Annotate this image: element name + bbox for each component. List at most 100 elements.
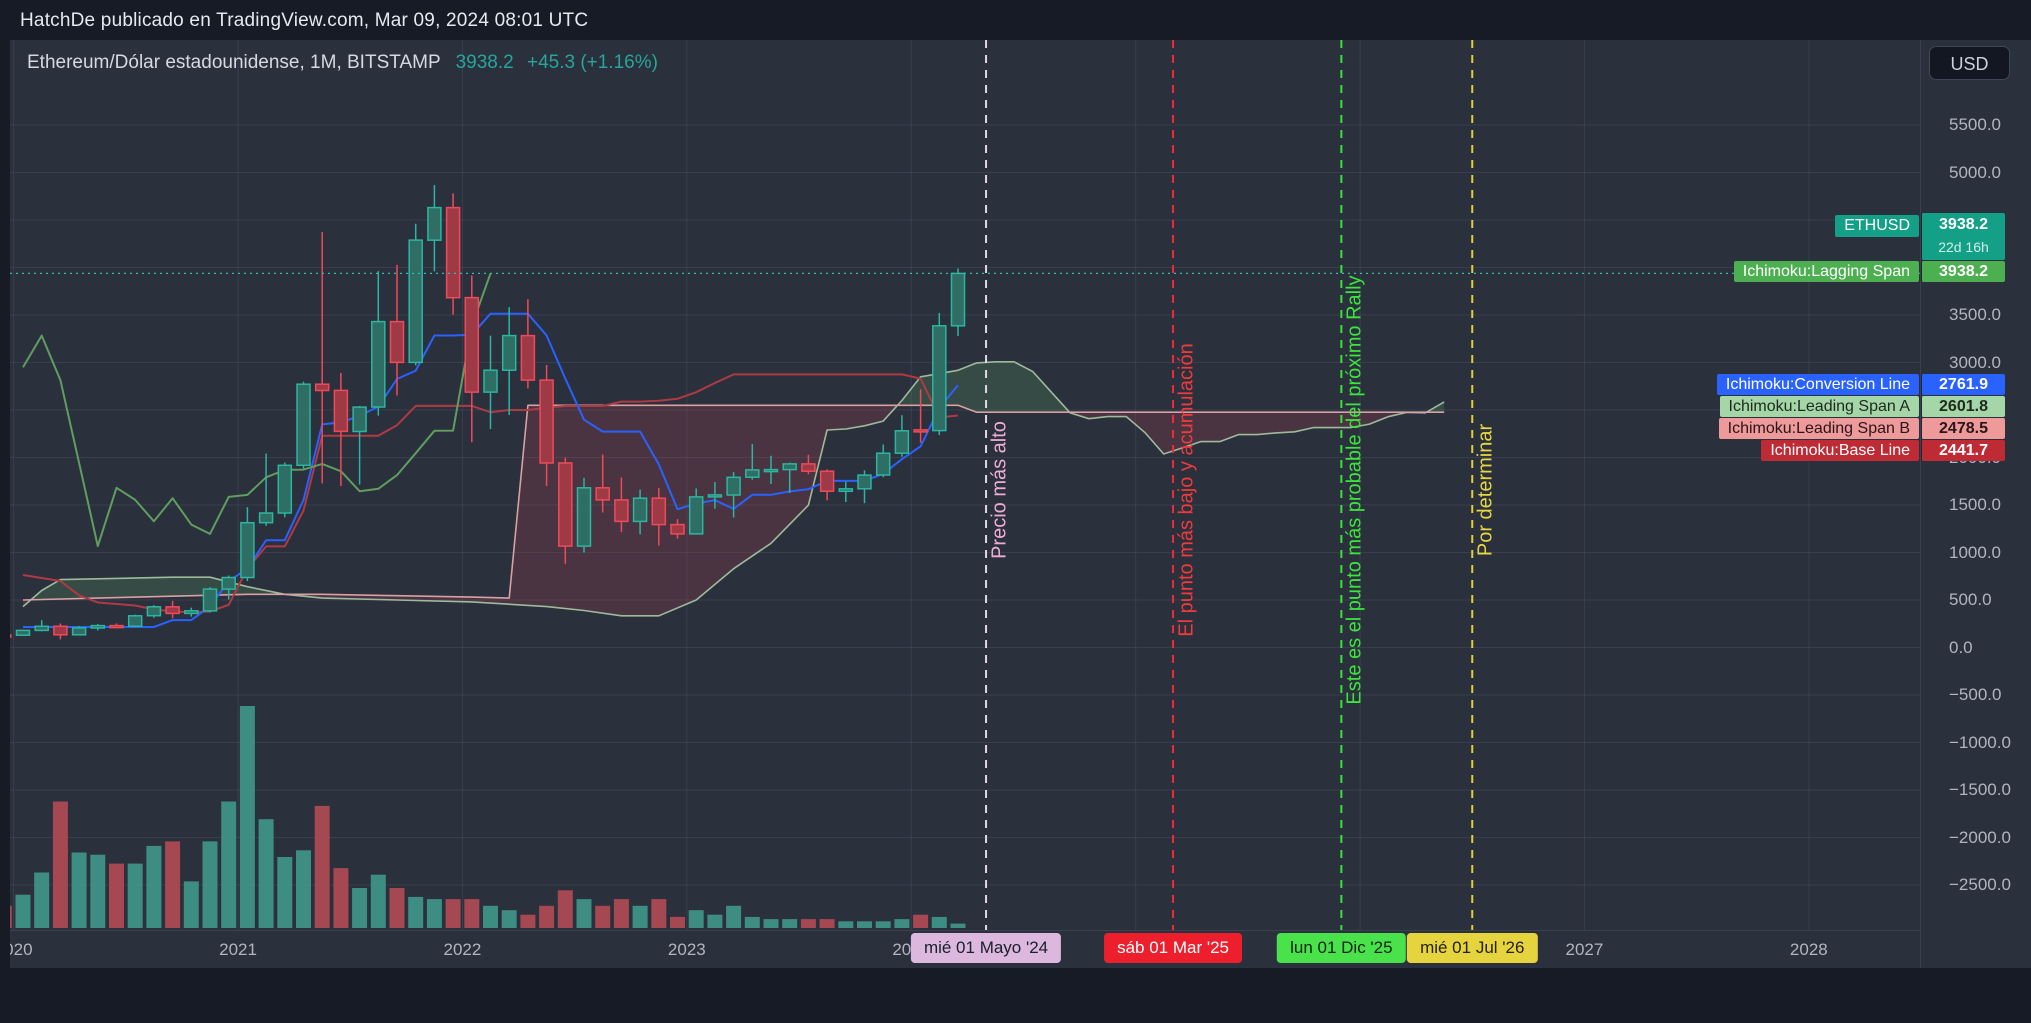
- candle-body: [857, 474, 872, 490]
- candle-body: [10, 634, 12, 638]
- year-tick-label: 2028: [1789, 940, 1828, 959]
- candle-body: [184, 610, 199, 615]
- year-tick-label: 2022: [443, 940, 482, 959]
- volume-bar: [576, 899, 592, 928]
- candle-body: [651, 497, 667, 526]
- volume-bar: [370, 874, 386, 928]
- volume-bar: [875, 921, 891, 928]
- candle-body: [258, 512, 274, 524]
- volume-bar: [483, 905, 498, 928]
- volume-bar: [632, 905, 648, 928]
- left-margin: [0, 40, 10, 968]
- volume-bar: [557, 890, 573, 928]
- price-tick-label: −1500.0: [1949, 780, 2011, 799]
- candle-body: [913, 429, 928, 433]
- candle-body: [632, 497, 648, 523]
- candle-body: [501, 334, 517, 371]
- candle-body: [539, 379, 554, 464]
- candle-body: [53, 625, 68, 636]
- candle-body: [707, 494, 723, 498]
- candle-body: [277, 464, 293, 514]
- candle-body: [520, 334, 536, 381]
- event-date-box[interactable]: mié 01 Jul '26: [1407, 933, 1538, 963]
- price-tick-label: 4500.0: [1949, 210, 2001, 229]
- volume-bar: [314, 805, 330, 928]
- symbol-name[interactable]: Ethereum/Dólar estadounidense, 1M, BITST…: [27, 52, 441, 73]
- price-tick-label: 2500.0: [1949, 400, 2001, 419]
- candle-body: [483, 369, 498, 393]
- candle-body: [950, 272, 966, 327]
- event-date-box[interactable]: lun 01 Dic '25: [1277, 933, 1406, 963]
- last-price: 3938.2: [455, 52, 514, 73]
- candle-body: [427, 206, 442, 241]
- volume-bar: [52, 801, 68, 928]
- price-tick-label: 5000.0: [1949, 162, 2001, 182]
- volume-bar: [90, 854, 106, 928]
- event-annotation: El punto más bajo y acumulación: [1175, 343, 1197, 637]
- volume-bar: [501, 910, 517, 928]
- price-tick-label: 0.0: [1949, 637, 1973, 657]
- symbol-title[interactable]: Ethereum/Dólar estadounidense, 1M, BITST…: [27, 52, 658, 74]
- candle-body: [221, 576, 236, 590]
- event-annotation: Por determinar: [1475, 424, 1497, 557]
- candle-body: [558, 462, 573, 547]
- currency-toggle-button[interactable]: USD: [1929, 46, 2010, 80]
- volume-bar: [408, 896, 424, 928]
- volume-bar: [109, 863, 124, 928]
- volume-bar: [800, 919, 816, 928]
- candle-body: [745, 469, 760, 478]
- candle-body: [932, 325, 947, 432]
- leading-span-b-line: [22, 404, 1445, 601]
- volume-bar: [277, 857, 293, 928]
- candle-body: [202, 588, 218, 612]
- price-change: +45.3 (+1.16%): [526, 52, 658, 73]
- time-axis[interactable]: 202020212022202320242025202620272028mié …: [10, 930, 1920, 969]
- year-tick-label: 2021: [219, 940, 257, 959]
- event-annotation: Precio más alto: [988, 421, 1010, 559]
- candle-body: [894, 430, 910, 454]
- conversion-line: [23, 312, 959, 628]
- candle-body: [146, 606, 162, 617]
- candle-body: [34, 625, 49, 632]
- event-annotation: Este es el punto más probable del próxim…: [1344, 275, 1366, 704]
- candle-body: [352, 406, 367, 433]
- volume-bar: [10, 905, 12, 928]
- price-tick-label: −2500.0: [1949, 875, 2011, 894]
- volume-bar: [763, 919, 779, 928]
- volume-bar: [782, 919, 798, 928]
- leading-span-a-line: [22, 360, 1445, 617]
- volume-bar: [520, 914, 536, 928]
- volume-bar: [838, 921, 854, 928]
- price-axis[interactable]: 5500.0 5000.0 4500.0 4000.0 3500.0 3000.0 2500…: [1920, 40, 2031, 968]
- candle-body: [875, 452, 891, 476]
- price-tick-label: 3500.0: [1949, 305, 2001, 324]
- price-tick-label: −500.0: [1949, 685, 2002, 704]
- price-tick-label: −2000.0: [1949, 827, 2011, 847]
- candle-body: [838, 488, 854, 493]
- event-date-box[interactable]: sáb 01 Mar '25: [1104, 933, 1243, 963]
- candle-body: [389, 320, 405, 364]
- volume-bar: [239, 706, 255, 928]
- volume-bar: [333, 868, 349, 928]
- event-date-box[interactable]: mié 01 Mayo '24: [910, 933, 1062, 963]
- price-tick-label: 3000.0: [1949, 352, 2001, 372]
- volume-bar: [819, 919, 835, 928]
- candle-body: [240, 521, 255, 579]
- candle-body: [15, 629, 31, 636]
- candle-body: [71, 627, 87, 636]
- volume-bar: [595, 905, 611, 928]
- chart-pane[interactable]: [0, 40, 2031, 968]
- candle-body: [333, 389, 349, 433]
- volume-bar: [352, 888, 368, 928]
- price-tick-label: 1500.0: [1949, 495, 2001, 514]
- candle-body: [670, 523, 685, 535]
- volume-bar: [445, 899, 461, 928]
- volume-bar: [707, 914, 723, 928]
- volume-bar: [931, 916, 947, 928]
- price-tick-label: 500.0: [1949, 590, 1992, 609]
- price-tick-label: 5500.0: [1949, 115, 2001, 134]
- volume-bar: [202, 841, 218, 928]
- candle-body: [314, 383, 330, 392]
